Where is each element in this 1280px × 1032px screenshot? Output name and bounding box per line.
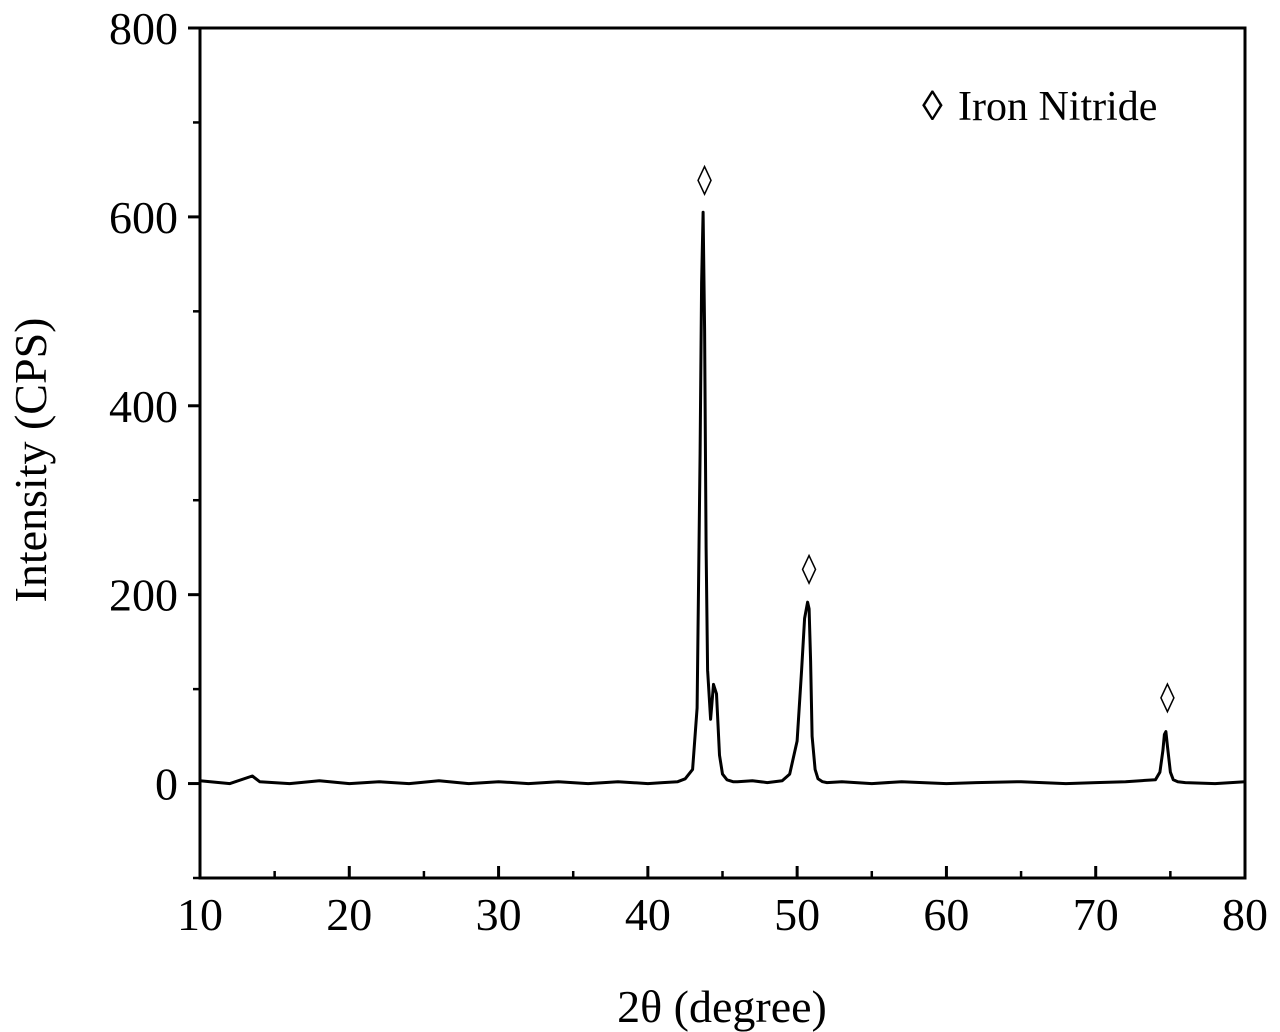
x-tick-label: 50	[774, 889, 820, 940]
x-tick-label: 10	[177, 889, 223, 940]
x-tick-label: 30	[476, 889, 522, 940]
peak-markers: ◊ ◊ ◊	[697, 162, 1175, 715]
plot-frame	[198, 26, 1247, 880]
x-tick-label: 70	[1073, 889, 1119, 940]
y-tick-label: 400	[109, 381, 178, 432]
x-tick-label: 40	[625, 889, 671, 940]
legend: ◊ Iron Nitride	[922, 84, 1157, 130]
x-tick-label: 20	[326, 889, 372, 940]
legend-label: Iron Nitride	[958, 84, 1157, 130]
x-axis-title: 2θ (degree)	[617, 981, 827, 1032]
x-tick-label: 80	[1222, 889, 1268, 940]
peak-marker: ◊	[697, 162, 712, 197]
y-tick-label: 200	[109, 570, 178, 621]
series-line	[199, 210, 1246, 786]
legend-symbol: ◊	[922, 84, 943, 130]
y-tick-label: 600	[109, 192, 178, 243]
y-tick-label: 0	[155, 759, 178, 810]
axis-ticks	[188, 26, 1247, 880]
peak-marker: ◊	[1160, 680, 1175, 715]
y-tick-label: 800	[109, 3, 178, 54]
y-axis-title: Intensity (CPS)	[5, 318, 56, 603]
peak-marker: ◊	[802, 551, 817, 586]
x-tick-label: 60	[923, 889, 969, 940]
